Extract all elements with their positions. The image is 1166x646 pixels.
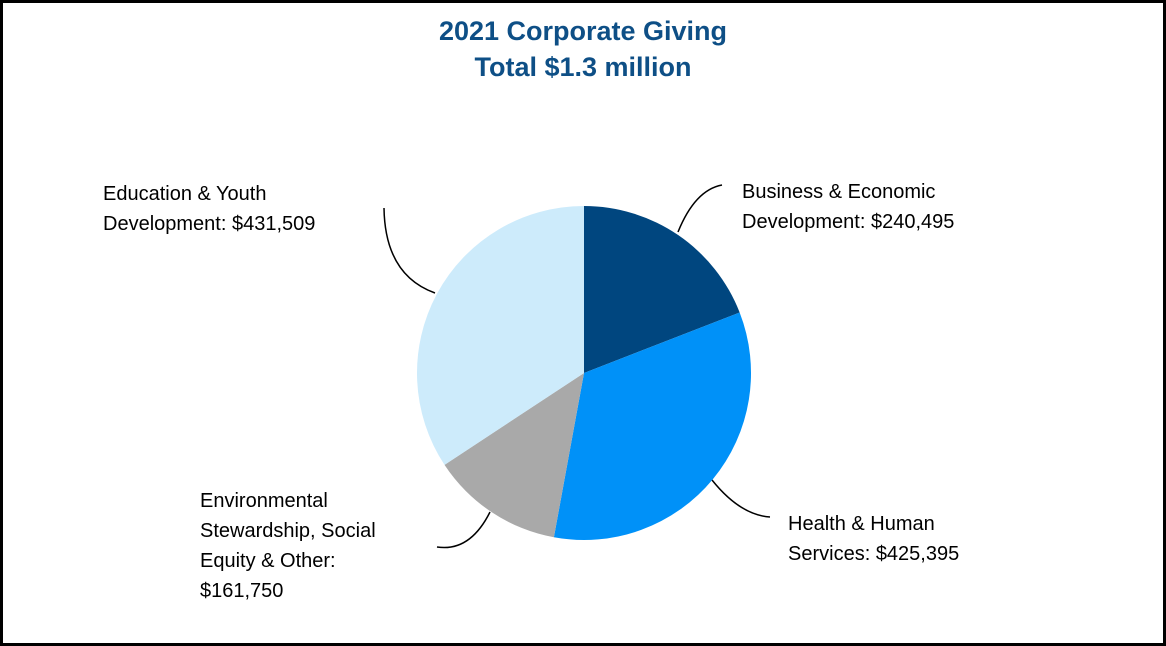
value-label: $425,395 bbox=[875, 543, 960, 565]
pie-slice bbox=[584, 206, 740, 373]
leader-lines bbox=[383, 184, 771, 549]
chart-subtitle: Total $1.3 million bbox=[474, 52, 692, 82]
value-label: $431,509 bbox=[231, 213, 316, 235]
leader-line bbox=[677, 184, 723, 233]
slice-label: Education & Youth Development: $431,509 bbox=[103, 179, 363, 239]
slice-label: Environmental Stewardship, Social Equity… bbox=[200, 486, 415, 606]
category-label: Health & Human Services: bbox=[788, 513, 935, 565]
category-label: Education & Youth Development: bbox=[103, 183, 267, 235]
category-label: Business & Economic Development: bbox=[742, 181, 936, 233]
category-label: Environmental Stewardship, Social Equity… bbox=[200, 490, 376, 572]
value-label: $161,750 bbox=[200, 580, 284, 602]
slice-label: Health & Human Services: $425,395 bbox=[788, 509, 1003, 569]
leader-line bbox=[711, 479, 771, 518]
leader-line bbox=[436, 511, 491, 549]
slice-label: Business & Economic Development: $240,49… bbox=[742, 177, 1012, 237]
pie-slice bbox=[417, 206, 584, 465]
pie-slice bbox=[444, 373, 584, 538]
pie-slice bbox=[553, 312, 752, 540]
value-label: $240,495 bbox=[870, 211, 955, 233]
leader-line bbox=[383, 207, 436, 294]
chart-title: 2021 Corporate Giving bbox=[438, 16, 728, 46]
